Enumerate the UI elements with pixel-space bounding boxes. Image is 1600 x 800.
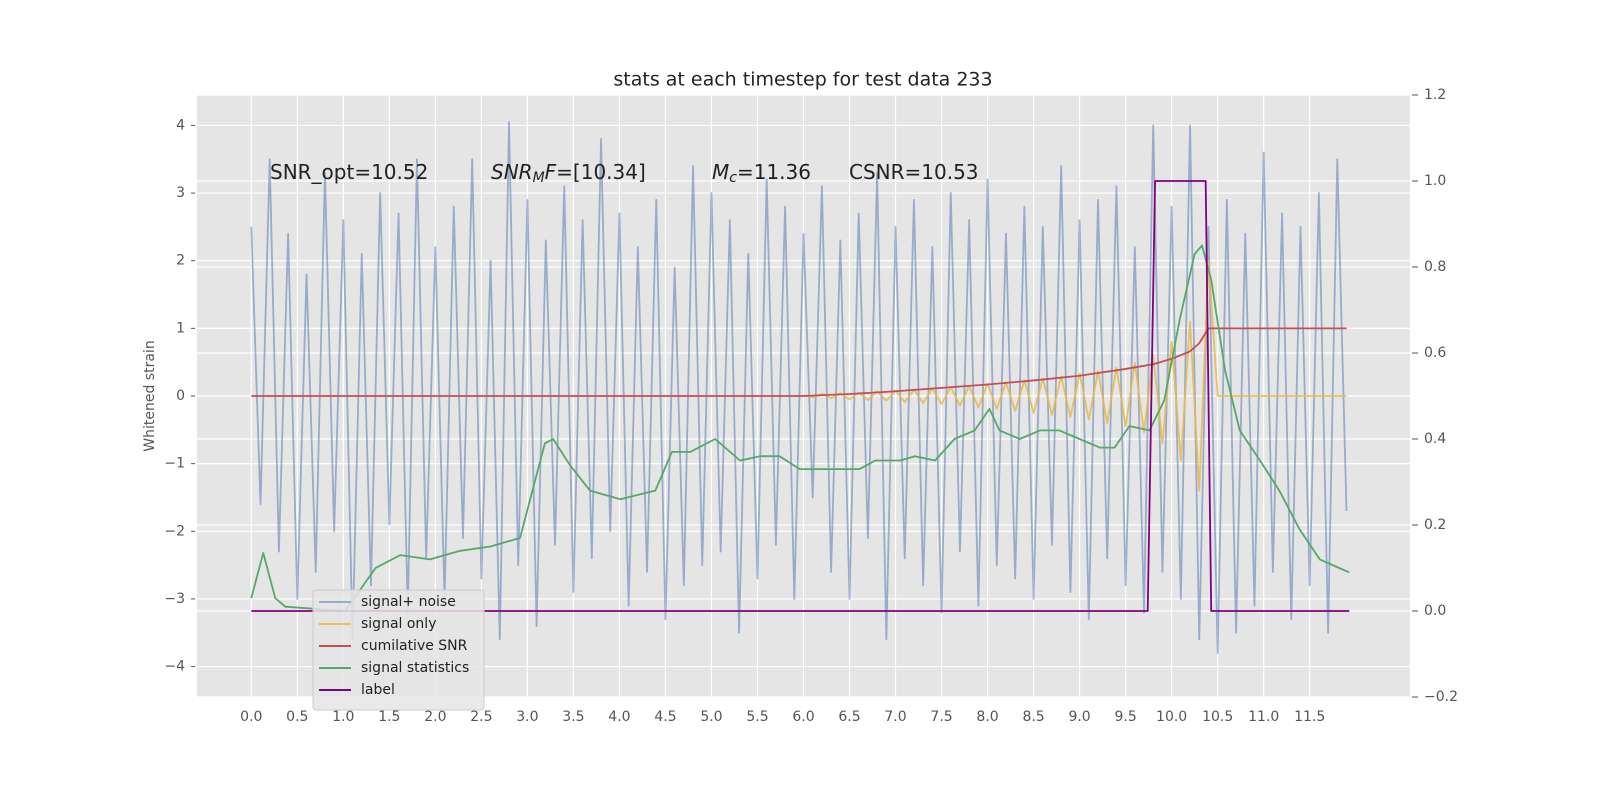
x-tick-label: 9.0 xyxy=(1068,709,1090,725)
y2-tick-label: 0.4 xyxy=(1424,431,1446,447)
x-tick-label: 2.0 xyxy=(424,709,446,725)
y-tick-label: 4 xyxy=(176,117,185,133)
y2-tick-label: 0.6 xyxy=(1424,345,1446,361)
annotation-part: =11.36 xyxy=(737,160,811,184)
plot-lines xyxy=(250,121,1350,654)
y2-tick-label: 1.2 xyxy=(1424,87,1446,103)
y-tick-label: 3 xyxy=(176,185,185,201)
x-tick-label: 5.0 xyxy=(700,709,722,725)
x-tick-label: 10.5 xyxy=(1202,709,1233,725)
y-tick-label: −1 xyxy=(164,456,185,472)
x-tick-label: 9.5 xyxy=(1114,709,1136,725)
y-tick-label: −4 xyxy=(164,659,185,675)
x-tick-label: 4.0 xyxy=(608,709,630,725)
chart-title: stats at each timestep for test data 233 xyxy=(613,69,992,91)
x-tick-label: 5.5 xyxy=(746,709,768,725)
y-tick-label: −3 xyxy=(164,591,185,607)
x-tick-label: 6.5 xyxy=(838,709,860,725)
x-tick-label: 3.5 xyxy=(562,709,584,725)
annotation-part: SNR_opt=10.52 xyxy=(270,160,428,184)
annotation: SNRMF=[10.34] xyxy=(491,160,646,187)
y-tick-label: 0 xyxy=(176,388,185,404)
x-tick-label: 1.5 xyxy=(378,709,400,725)
series-line xyxy=(250,121,1348,654)
annotation-part: M xyxy=(533,170,545,186)
y-tick-label: 1 xyxy=(176,320,185,336)
legend-label: signal statistics xyxy=(361,660,469,676)
legend-label: signal+ noise xyxy=(361,594,456,610)
y2-tick-label: 0.8 xyxy=(1424,259,1446,275)
x-tick-label: 0.5 xyxy=(286,709,308,725)
x-tick-label: 8.5 xyxy=(1022,709,1044,725)
x-tick-label: 8.0 xyxy=(976,709,998,725)
annotation-part: SNR xyxy=(491,160,533,184)
series-line xyxy=(250,244,1350,612)
x-tick-label: 7.0 xyxy=(884,709,906,725)
y2-tick-label: 0.0 xyxy=(1424,603,1446,619)
x-tick-label: 1.0 xyxy=(332,709,354,725)
annotation-part: F xyxy=(545,160,557,184)
annotation: Mc=11.36 xyxy=(712,160,811,187)
annotation: CSNR=10.53 xyxy=(849,160,979,184)
x-tick-label: 2.5 xyxy=(470,709,492,725)
x-tick-label: 7.5 xyxy=(930,709,952,725)
annotation: SNR_opt=10.52 xyxy=(270,160,428,184)
x-tick-label: 4.5 xyxy=(654,709,676,725)
y2-tick-label: 0.2 xyxy=(1424,517,1446,533)
x-tick-label: 3.0 xyxy=(516,709,538,725)
x-tick-label: 11.0 xyxy=(1248,709,1279,725)
x-tick-label: 11.5 xyxy=(1294,709,1325,725)
legend-label: label xyxy=(361,682,395,698)
x-tick-label: 0.0 xyxy=(240,709,262,725)
y2-tick-label: −0.2 xyxy=(1424,689,1458,705)
y-tick-label: 2 xyxy=(176,253,185,269)
x-tick-label: 6.0 xyxy=(792,709,814,725)
series-line xyxy=(803,259,1347,492)
series-line xyxy=(251,327,1347,397)
x-tick-label: 10.0 xyxy=(1156,709,1187,725)
legend-label: cumilative SNR xyxy=(361,638,468,654)
legend-label: signal only xyxy=(361,616,436,632)
y-axis-label: Whitened strain xyxy=(142,340,158,451)
y-tick-label: −2 xyxy=(164,523,185,539)
y2-tick-label: 1.0 xyxy=(1424,173,1446,189)
series-line xyxy=(251,180,1350,612)
legend-box xyxy=(312,589,485,711)
annotation-part: c xyxy=(729,170,737,186)
annotation-part: CSNR=10.53 xyxy=(849,160,979,184)
annotation-part: =[10.34] xyxy=(556,160,646,184)
annotation-part: M xyxy=(712,160,729,184)
